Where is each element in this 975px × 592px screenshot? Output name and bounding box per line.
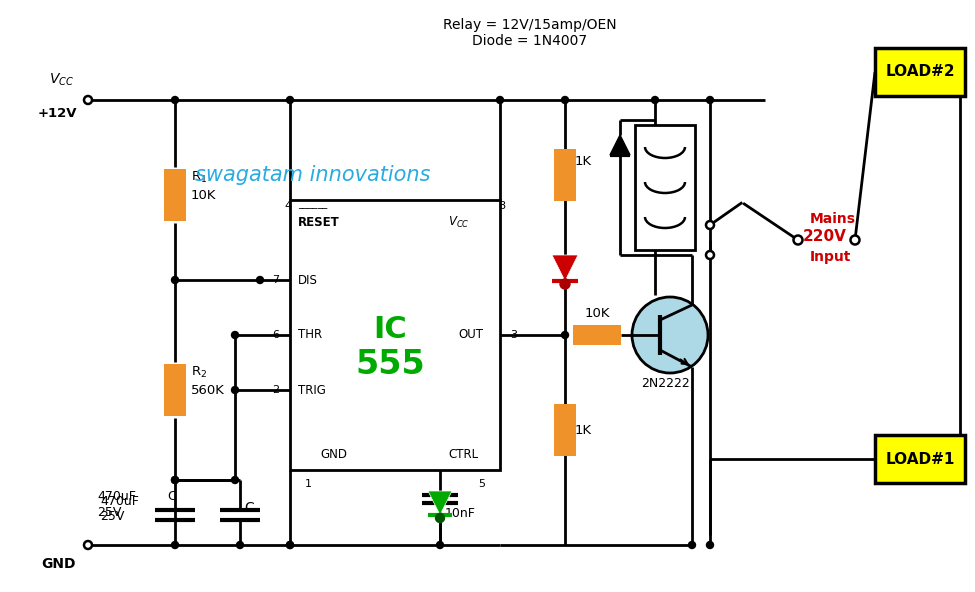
- Text: 25V: 25V: [97, 506, 121, 519]
- Text: LOAD#1: LOAD#1: [885, 452, 955, 466]
- Text: 1K: 1K: [575, 155, 592, 168]
- Circle shape: [437, 542, 444, 549]
- Text: 6: 6: [272, 330, 280, 340]
- Circle shape: [707, 96, 714, 104]
- Text: 2N2222: 2N2222: [641, 377, 689, 390]
- Circle shape: [706, 251, 714, 259]
- Text: 1: 1: [304, 479, 311, 489]
- Circle shape: [287, 542, 293, 549]
- Bar: [164, 169, 186, 221]
- Bar: [290, 200, 500, 470]
- Text: 7: 7: [272, 275, 280, 285]
- Circle shape: [562, 332, 568, 339]
- Text: C: C: [167, 490, 176, 503]
- Circle shape: [496, 96, 503, 104]
- Text: 25V: 25V: [100, 510, 125, 523]
- Text: 2: 2: [272, 385, 280, 395]
- Text: +12V: +12V: [37, 107, 77, 120]
- Text: R$_1$: R$_1$: [191, 170, 208, 185]
- Text: 470uF: 470uF: [100, 495, 138, 508]
- Bar: [164, 364, 186, 416]
- Circle shape: [560, 279, 570, 289]
- Text: IC: IC: [373, 316, 407, 345]
- Polygon shape: [552, 255, 578, 281]
- Text: GND: GND: [41, 557, 75, 571]
- Circle shape: [84, 96, 92, 104]
- Text: 5: 5: [479, 479, 486, 489]
- Bar: [573, 325, 621, 345]
- Text: 10K: 10K: [191, 189, 216, 202]
- Text: 1K: 1K: [575, 423, 592, 436]
- Text: Input: Input: [810, 250, 851, 264]
- Circle shape: [706, 221, 714, 229]
- Text: OUT: OUT: [458, 329, 483, 342]
- Text: CTRL: CTRL: [448, 449, 478, 462]
- Bar: [875, 435, 965, 483]
- Circle shape: [287, 542, 293, 549]
- Text: 8: 8: [498, 201, 506, 211]
- Text: Mains: Mains: [810, 212, 856, 226]
- Text: 220V: 220V: [803, 229, 847, 244]
- Bar: [554, 404, 576, 456]
- Text: C: C: [244, 501, 254, 515]
- Circle shape: [562, 96, 568, 104]
- Text: THR: THR: [298, 329, 322, 342]
- Text: TRIG: TRIG: [298, 384, 326, 397]
- Text: 4: 4: [285, 201, 292, 211]
- Text: Diode = 1N4007: Diode = 1N4007: [473, 34, 588, 48]
- Circle shape: [231, 477, 239, 484]
- Circle shape: [632, 297, 708, 373]
- Circle shape: [651, 96, 658, 104]
- Polygon shape: [428, 491, 452, 515]
- Circle shape: [84, 541, 92, 549]
- Circle shape: [231, 387, 239, 394]
- Text: R$_2$: R$_2$: [191, 365, 208, 380]
- Text: 470uF: 470uF: [97, 490, 136, 503]
- Text: 10nF: 10nF: [445, 507, 476, 520]
- Bar: [875, 48, 965, 96]
- Circle shape: [172, 276, 178, 284]
- Polygon shape: [610, 135, 630, 155]
- Circle shape: [256, 276, 263, 284]
- Bar: [554, 149, 576, 201]
- Circle shape: [794, 236, 802, 244]
- Circle shape: [688, 542, 695, 549]
- Text: 10K: 10K: [584, 307, 609, 320]
- Text: $V_{CC}$: $V_{CC}$: [50, 72, 74, 88]
- Circle shape: [231, 332, 239, 339]
- Text: 560K: 560K: [191, 384, 225, 397]
- Text: ‾‾‾‾‾‾: ‾‾‾‾‾‾: [298, 208, 328, 218]
- Circle shape: [707, 542, 714, 549]
- Text: 555: 555: [355, 349, 425, 381]
- Text: DIS: DIS: [298, 274, 318, 287]
- Circle shape: [436, 513, 445, 523]
- Circle shape: [172, 542, 178, 549]
- Bar: [635, 125, 695, 250]
- Text: Relay = 12V/15amp/OEN: Relay = 12V/15amp/OEN: [444, 18, 617, 32]
- Text: RESET: RESET: [298, 215, 339, 229]
- Circle shape: [172, 477, 178, 484]
- Text: swagatam innovations: swagatam innovations: [195, 165, 431, 185]
- Circle shape: [237, 542, 244, 549]
- Circle shape: [172, 96, 178, 104]
- Text: GND: GND: [320, 449, 347, 462]
- Circle shape: [850, 236, 860, 244]
- Text: LOAD#2: LOAD#2: [885, 65, 955, 79]
- Text: 3: 3: [511, 330, 518, 340]
- Circle shape: [287, 96, 293, 104]
- Circle shape: [172, 477, 178, 484]
- Text: $V_{CC}$: $V_{CC}$: [448, 214, 470, 230]
